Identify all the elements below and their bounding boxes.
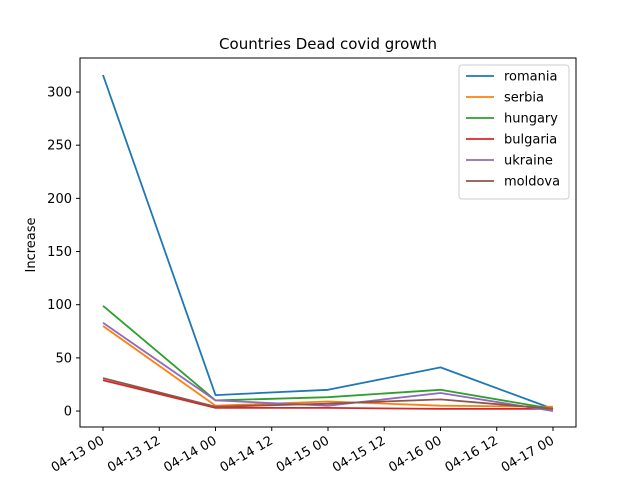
- x-tick-label: 04-15 12: [330, 433, 388, 475]
- legend-label-serbia: serbia: [504, 91, 544, 106]
- legend: romania serbia hungary bulgaria ukraine moldo…: [458, 64, 570, 200]
- series-lines: [102, 74, 554, 412]
- y-tick-label: 300: [47, 86, 72, 101]
- legend-label-hungary: hungary: [504, 112, 558, 127]
- y-tick-label: 100: [47, 298, 72, 313]
- series-line-hungary: [102, 305, 554, 410]
- y-tick-label: 200: [47, 192, 72, 207]
- legend-label-moldova: moldova: [504, 175, 560, 190]
- y-axis-ticks: 0 50 100 150 200 250 300: [47, 86, 80, 420]
- plot-frame: [79, 57, 577, 428]
- series-line-romania: [102, 74, 554, 410]
- legend-label-romania: romania: [504, 70, 557, 85]
- legend-box: [458, 64, 570, 200]
- legend-label-bulgaria: bulgaria: [504, 133, 557, 148]
- legend-label-ukraine: ukraine: [504, 154, 553, 169]
- x-tick-label: 04-17 00: [499, 433, 557, 475]
- series-line-bulgaria: [102, 379, 553, 410]
- series-line-serbia: [102, 325, 554, 408]
- chart-title: Countries Dead covid growth: [219, 35, 437, 53]
- x-tick-label: 04-14 12: [218, 433, 276, 475]
- x-tick-label: 04-16 12: [443, 433, 501, 475]
- x-tick-label: 04-14 00: [161, 433, 219, 475]
- x-tick-label: 04-13 00: [49, 433, 107, 475]
- y-axis-label: Increase: [24, 217, 39, 272]
- y-tick-label: 50: [55, 351, 72, 366]
- series-line-moldova: [102, 377, 554, 410]
- series-line-ukraine: [102, 322, 554, 412]
- x-tick-label: 04-15 00: [274, 433, 332, 475]
- x-tick-label: 04-16 00: [386, 433, 444, 475]
- y-tick-label: 250: [47, 139, 72, 154]
- y-tick-label: 0: [64, 405, 72, 420]
- x-tick-label: 04-13 12: [105, 433, 163, 475]
- y-tick-label: 150: [47, 245, 72, 260]
